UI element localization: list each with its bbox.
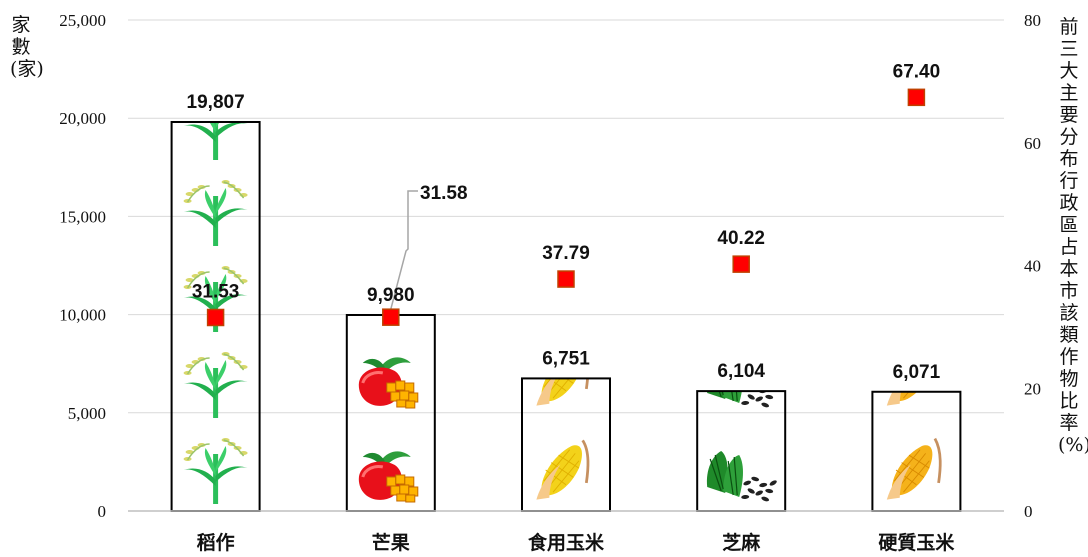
bar-value-label: 9,980 — [367, 285, 415, 306]
category-label: 稻作 — [197, 531, 235, 554]
mango-icon — [357, 449, 420, 504]
mango-icon — [357, 355, 420, 410]
right-axis-ticks: 0 20 40 60 80 — [1024, 11, 1041, 521]
y-tick-label: 25,000 — [59, 11, 106, 30]
leader-line — [390, 190, 418, 310]
ratio-marker — [382, 308, 400, 326]
y-tick-label: 0 — [98, 502, 107, 521]
rice-plant-icon — [184, 438, 248, 504]
y2-tick-label: 60 — [1024, 134, 1041, 153]
gridlines — [128, 19, 1004, 414]
ratio-marker — [557, 270, 575, 288]
sesame-icon — [706, 450, 779, 503]
bar-value-label: 6,751 — [542, 348, 590, 369]
ratio-value-label: 37.79 — [542, 243, 590, 264]
left-axis-title: 家數(家) — [10, 14, 44, 80]
left-axis-ticks: 0 5,000 10,000 15,000 20,000 25,000 — [59, 11, 106, 521]
rice-plant-icon — [184, 352, 248, 418]
ratio-value-label: 40.22 — [717, 228, 765, 249]
category-label: 硬質玉米 — [878, 531, 955, 554]
leader-lines — [390, 190, 418, 310]
bar-value-label: 6,104 — [717, 361, 765, 382]
ratio-marker — [206, 308, 225, 327]
data-labels: 19,807 9,980 6,751 6,104 6,071 31.53 31.58 37.7… — [187, 61, 941, 382]
y-tick-label: 20,000 — [59, 109, 106, 128]
ratio-marker — [732, 255, 750, 273]
y-tick-label: 5,000 — [68, 404, 106, 423]
bar — [521, 377, 611, 513]
ratio-marker — [907, 88, 926, 107]
rice-plant-icon — [184, 180, 248, 246]
y2-tick-label: 0 — [1024, 502, 1033, 521]
ratio-marker-series — [206, 88, 926, 327]
ratio-value-label: 31.58 — [420, 183, 468, 204]
category-label: 芝麻 — [722, 531, 761, 554]
bar-value-label: 19,807 — [187, 92, 245, 113]
category-axis-labels: 稻作 芒果 食用玉米 芝麻 硬質玉米 — [197, 531, 956, 554]
y2-tick-label: 20 — [1024, 379, 1041, 398]
y-tick-label: 15,000 — [59, 207, 106, 226]
y-tick-label: 10,000 — [59, 306, 106, 325]
bar-series — [170, 120, 962, 513]
bar — [696, 390, 787, 512]
corn-icon — [885, 437, 942, 502]
category-label: 芒果 — [372, 531, 410, 554]
bar-value-label: 6,071 — [893, 362, 941, 383]
ratio-value-label: 31.53 — [192, 281, 240, 302]
category-label: 食用玉米 — [528, 531, 605, 554]
corn-icon — [534, 438, 590, 502]
ratio-value-label: 67.40 — [893, 61, 941, 82]
y2-tick-label: 40 — [1024, 257, 1041, 276]
right-axis-title: 前三大主要分布行政區占本市該類作物比率(%) — [1058, 16, 1088, 456]
y2-tick-label: 80 — [1024, 11, 1041, 30]
